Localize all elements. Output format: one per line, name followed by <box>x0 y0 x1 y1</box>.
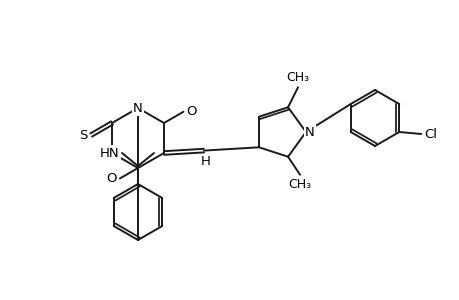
Text: H: H <box>201 155 210 168</box>
Text: Cl: Cl <box>424 128 437 140</box>
Text: S: S <box>79 128 87 142</box>
Text: HN: HN <box>100 146 120 160</box>
Text: O: O <box>186 105 196 118</box>
Text: N: N <box>133 101 143 115</box>
Text: CH₃: CH₃ <box>286 71 309 84</box>
Text: O: O <box>106 172 117 185</box>
Text: CH₃: CH₃ <box>288 178 311 191</box>
Text: N: N <box>304 125 314 139</box>
